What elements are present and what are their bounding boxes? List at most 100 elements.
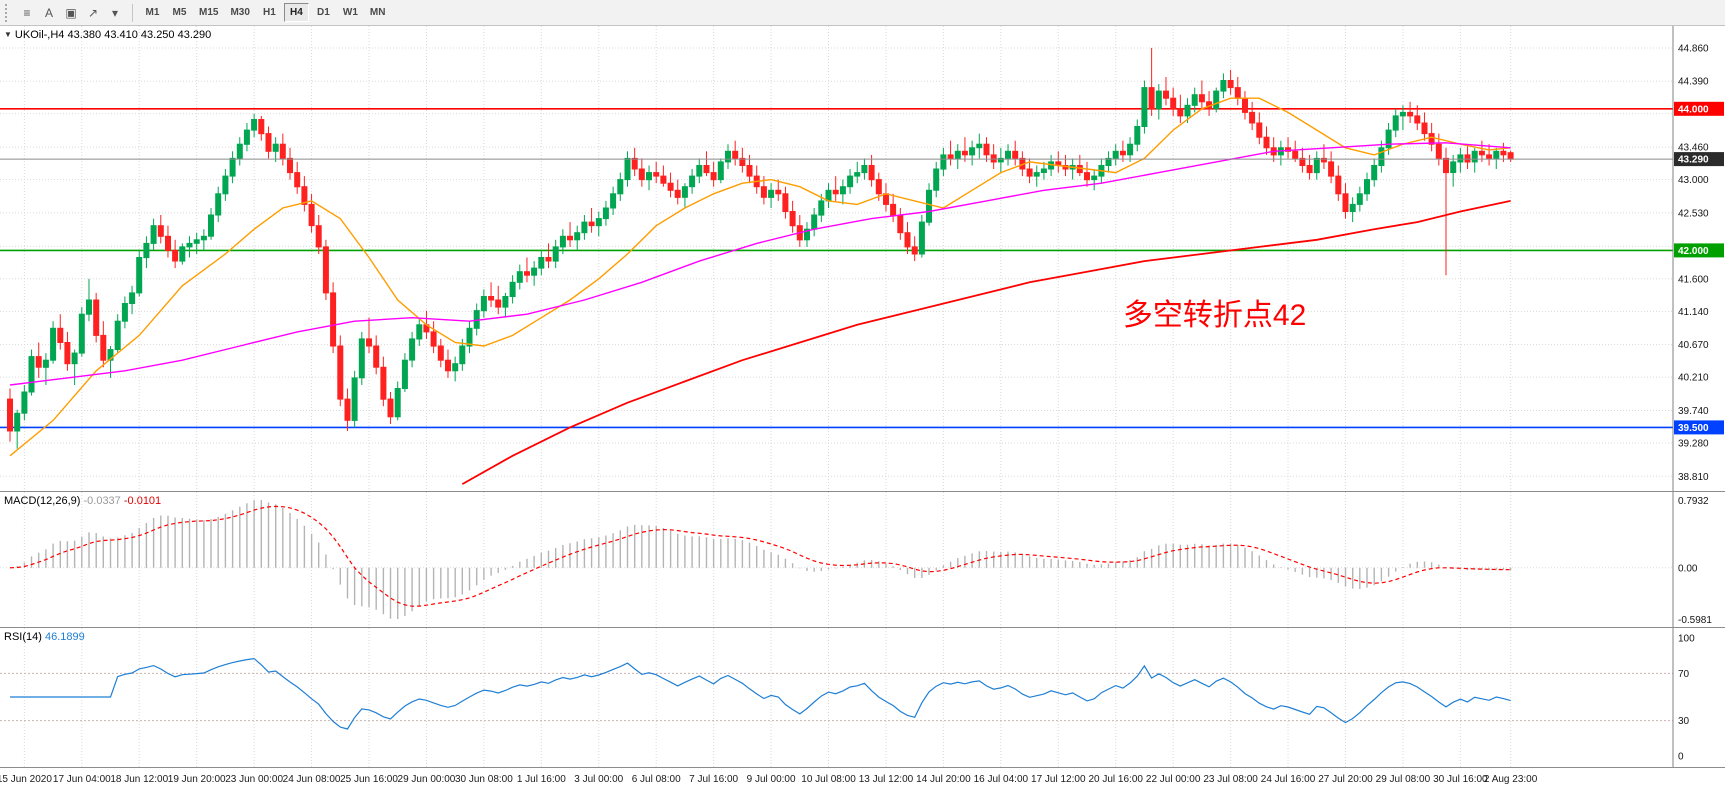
time-axis-label: 16 Jul 04:00 <box>973 774 1029 785</box>
tools-dropdown-caret-icon[interactable]: ▾ <box>111 5 119 20</box>
rsi-scale-label: 70 <box>1678 669 1690 680</box>
time-axis-label: 17 Jun 04:00 <box>52 774 111 785</box>
time-axis-label: 9 Jul 00:00 <box>746 774 796 785</box>
rsi-label: RSI(14) 46.1899 <box>4 631 85 643</box>
price-badge <box>1674 243 1724 258</box>
time-axis-label: 22 Jul 00:00 <box>1145 774 1201 785</box>
time-axis-label: 29 Jun 00:00 <box>397 774 456 785</box>
macd-signal-line <box>9 505 1511 607</box>
rsi-scale-label: 100 <box>1678 634 1695 645</box>
period-button-mn[interactable]: MN <box>369 7 386 18</box>
time-axis-label: 10 Jul 08:00 <box>801 774 856 785</box>
price-chart-canvas[interactable]: 44.860 44.390 43.460 43.000 42.530 41.600 41.1… <box>0 26 1725 491</box>
time-axis-label: 20 Jul 16:00 <box>1088 774 1143 785</box>
main-chart-pane: 44.860 44.390 43.460 43.000 42.530 41.600 41.1… <box>0 26 1725 492</box>
chart-annotation-text: 多空转折点42 <box>1122 298 1307 332</box>
macd-scale-label: 0.00 <box>1678 563 1698 574</box>
period-button-m5[interactable]: M5 <box>172 7 187 18</box>
time-axis-label: 14 Jul 20:00 <box>916 774 971 785</box>
time-axis: 15 Jun 2020 17 Jun 04:00 18 Jun 12:00 19 Ju… <box>0 768 1725 795</box>
period-button-h1[interactable]: H1 <box>263 7 276 18</box>
price-badge <box>1674 101 1724 116</box>
time-axis-label: 13 Jul 12:00 <box>858 774 914 785</box>
price-tick-label: 40.210 <box>1678 373 1709 384</box>
time-axis-label: 23 Jul 08:00 <box>1203 774 1258 785</box>
macd-chart-canvas[interactable]: 0.7932 0.00 -0.5981 <box>0 492 1725 627</box>
toolbar-separator <box>132 3 133 22</box>
moving-average-lines <box>9 97 1511 485</box>
chart-list-icon[interactable]: ≡ <box>23 5 31 20</box>
ma-mid-magenta <box>9 142 1511 386</box>
macd-signal-value: -0.0101 <box>123 495 162 507</box>
price-tick-label: 41.600 <box>1678 274 1709 285</box>
time-axis-label: 6 Jul 08:00 <box>631 774 681 785</box>
rsi-chart-canvas[interactable]: 100 70 30 0 <box>0 628 1725 767</box>
period-button-h4[interactable]: H4 <box>283 3 309 22</box>
macd-scale-label: -0.5981 <box>1678 615 1712 626</box>
symbol-ohlc-label: ▼ UKOil-,H4 43.380 43.410 43.250 43.290 <box>4 29 211 41</box>
candles-series <box>7 47 1514 449</box>
macd-main-value: -0.0337 <box>83 495 121 507</box>
symbol-name: UKOil-,H4 <box>14 29 65 41</box>
rsi-scale-label: 30 <box>1678 716 1690 727</box>
price-tick-label: 43.000 <box>1678 175 1709 186</box>
ohlc-values: 43.380 43.410 43.250 43.290 <box>67 29 212 41</box>
price-badge-label: 42.000 <box>1678 246 1709 257</box>
time-axis-label: 18 Jun 12:00 <box>110 774 169 785</box>
price-tick-label: 44.390 <box>1678 77 1709 88</box>
price-tick-label: 39.280 <box>1678 439 1709 450</box>
price-tick-label: 42.530 <box>1678 208 1709 219</box>
period-button-d1[interactable]: D1 <box>317 7 330 18</box>
price-tick-label: 38.810 <box>1678 472 1709 483</box>
price-tick-label: 40.670 <box>1678 340 1709 351</box>
time-axis-label: 17 Jul 12:00 <box>1031 774 1086 785</box>
rsi-pane: 100 70 30 0 RSI(14) 46.1899 <box>0 628 1725 768</box>
macd-label: MACD(12,26,9) -0.0337 -0.0101 <box>4 495 162 507</box>
toolbar-grip[interactable] <box>5 3 11 22</box>
macd-pane: 0.7932 0.00 -0.5981 MACD(12,26,9) -0.0337 … <box>0 492 1725 628</box>
time-axis-label: 24 Jul 16:00 <box>1260 774 1316 785</box>
period-toolbar: ≡ A ▣ ↗ ▾ M1 M5 M15 M30 H1 H4 D1 W1 MN <box>0 0 1725 26</box>
horizontal-level-lines[interactable] <box>0 108 1673 429</box>
price-tick-label: 39.740 <box>1678 406 1709 417</box>
text-tool-icon[interactable]: ▣ <box>65 5 77 20</box>
time-axis-label: 3 Jul 00:00 <box>574 774 624 785</box>
time-axis-label: 2 Aug 23:00 <box>1483 774 1538 785</box>
rsi-value: 46.1899 <box>44 631 85 643</box>
draw-tool-icon[interactable]: ↗ <box>87 5 99 20</box>
price-badge-label: 39.500 <box>1678 423 1709 434</box>
time-axis-label: 24 Jun 08:00 <box>282 774 341 785</box>
ma-fast-orange <box>9 97 1511 457</box>
grid <box>0 26 1673 491</box>
period-button-group: M1 M5 M15 M30 H1 H4 D1 W1 MN <box>139 3 391 22</box>
price-tick-label: 41.140 <box>1678 307 1709 318</box>
cursor-tool-icon[interactable]: A <box>44 5 53 20</box>
period-button-m15[interactable]: M15 <box>199 7 219 18</box>
time-axis-label: 1 Jul 16:00 <box>516 774 566 785</box>
rsi-line <box>10 657 1511 730</box>
period-button-m1[interactable]: M1 <box>145 7 160 18</box>
macd-scale-label: 0.7932 <box>1678 496 1709 507</box>
time-axis-label: 30 Jul 16:00 <box>1433 774 1488 785</box>
time-axis-label: 15 Jun 2020 <box>0 774 52 785</box>
time-axis-label: 29 Jul 08:00 <box>1375 774 1431 785</box>
price-tick-label: 43.460 <box>1678 143 1709 154</box>
time-axis-label: 23 Jun 00:00 <box>225 774 284 785</box>
collapse-triangle-icon[interactable]: ▼ <box>4 30 12 39</box>
price-tick-label: 44.860 <box>1678 43 1709 54</box>
tool-icon-group: ≡ A ▣ ↗ ▾ <box>16 3 126 23</box>
rsi-scale-label: 0 <box>1678 752 1684 763</box>
time-axis-label: 7 Jul 16:00 <box>689 774 739 785</box>
price-badge <box>1674 152 1724 167</box>
ma-slow-red <box>461 200 1511 485</box>
macd-histogram <box>16 500 1512 619</box>
time-axis-label: 27 Jul 20:00 <box>1318 774 1373 785</box>
price-badge <box>1674 420 1724 435</box>
time-axis-label: 19 Jun 20:00 <box>167 774 226 785</box>
period-button-w1[interactable]: W1 <box>342 7 358 18</box>
price-badge-label: 44.000 <box>1678 104 1709 115</box>
period-button-m30[interactable]: M30 <box>230 7 250 18</box>
price-badge-label: 43.290 <box>1678 155 1709 166</box>
time-axis-label: 30 Jun 08:00 <box>454 774 513 785</box>
time-axis-label: 25 Jun 16:00 <box>340 774 398 785</box>
